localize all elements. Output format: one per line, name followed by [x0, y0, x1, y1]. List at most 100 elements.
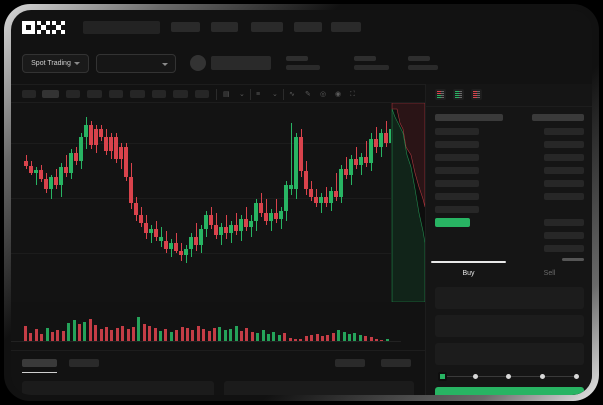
bottom-right-tab-1[interactable]: [335, 359, 365, 367]
orderbook-bids-icon[interactable]: [453, 89, 464, 100]
bottom-tab-2[interactable]: [69, 359, 99, 367]
nav-item-2[interactable]: [211, 22, 238, 32]
volume-bar: [364, 336, 368, 342]
volume-bar: [191, 330, 195, 342]
volume-bar: [202, 329, 206, 342]
tab-sell[interactable]: Sell: [543, 270, 556, 277]
fullscreen-icon[interactable]: ⛶: [350, 91, 355, 98]
orderbook-row[interactable]: [435, 128, 479, 135]
slider-handle[interactable]: [438, 372, 447, 381]
buy-sell-tabs: Buy Sell: [426, 261, 592, 287]
volume-bar: [234, 326, 238, 342]
timeframe-8[interactable]: [173, 90, 188, 98]
pair-select[interactable]: [96, 54, 176, 73]
candle-type-icon[interactable]: ▤: [223, 91, 230, 98]
volume-bar: [213, 328, 216, 342]
volume-bar: [196, 326, 200, 342]
orderbook-row[interactable]: [435, 167, 479, 174]
amount-field[interactable]: [435, 315, 584, 337]
orderbook-row[interactable]: [435, 193, 479, 200]
volume-bar: [153, 328, 157, 342]
chart-toolbar: ▤ ⌄ ≡ ⌄ ∿ ✎ ◎ ◉ ⛶: [11, 84, 425, 103]
orderbook-row[interactable]: [544, 193, 584, 200]
timeframe-4[interactable]: [87, 90, 102, 98]
nav-item-1[interactable]: [171, 22, 200, 32]
chart-gridline: [11, 253, 425, 254]
volume-bar: [126, 329, 130, 342]
orderbook-row[interactable]: [544, 154, 584, 161]
volume-bar: [304, 336, 308, 342]
depth-chart-svg: [391, 103, 425, 302]
orderbook-rows[interactable]: [426, 106, 592, 261]
amount-percent-slider[interactable]: [438, 372, 581, 381]
volume-bar: [326, 335, 330, 342]
volume-bar: [256, 333, 260, 342]
nav-item-4[interactable]: [294, 22, 322, 32]
orderbook-row[interactable]: [544, 180, 584, 187]
volume-bar: [240, 331, 243, 342]
volume-bar: [169, 332, 173, 342]
timeframe-7[interactable]: [152, 90, 166, 98]
search-input[interactable]: [83, 21, 160, 34]
okx-logo-icon[interactable]: [22, 21, 65, 34]
chart-gridline: [11, 198, 425, 199]
volume-bar: [261, 330, 265, 342]
orderbook-mode-toggles: [435, 89, 482, 100]
volume-bar: [29, 333, 33, 342]
nav-item-3[interactable]: [251, 22, 283, 32]
slider-step-75[interactable]: [540, 374, 545, 379]
timeframe-3[interactable]: [66, 90, 80, 98]
orderbook-row[interactable]: [544, 167, 584, 174]
orderbook-both-icon[interactable]: [435, 89, 446, 100]
orderbook-row[interactable]: [435, 206, 479, 213]
volume-bar: [72, 320, 76, 342]
chevron-down-icon-2[interactable]: ⌄: [272, 91, 278, 98]
orderbook-row[interactable]: [544, 245, 584, 252]
orderbook-row[interactable]: [435, 154, 479, 161]
spot-trading-dropdown[interactable]: Spot Trading: [22, 54, 89, 73]
slider-step-50[interactable]: [506, 374, 511, 379]
orders-list-left[interactable]: [22, 381, 214, 395]
okx-logo-glyph: [37, 21, 50, 34]
orderbook-row[interactable]: [544, 141, 584, 148]
line-chart-icon[interactable]: ∿: [289, 91, 295, 98]
slider-step-25[interactable]: [473, 374, 478, 379]
orderbook-row[interactable]: [435, 180, 479, 187]
alert-icon[interactable]: ◎: [320, 91, 327, 98]
volume-bar: [218, 327, 222, 342]
active-tab-underline: [431, 261, 506, 263]
slider-step-100[interactable]: [574, 374, 579, 379]
orders-list-right[interactable]: [224, 381, 414, 395]
timeframe-5[interactable]: [109, 90, 123, 98]
volume-bar: [159, 331, 162, 342]
price-field[interactable]: [435, 287, 584, 309]
timeframe-9[interactable]: [195, 90, 209, 98]
settings-icon[interactable]: ◉: [335, 91, 342, 98]
submit-buy-button[interactable]: [435, 387, 584, 395]
timeframe-6[interactable]: [130, 90, 145, 98]
orderbook-row[interactable]: [435, 141, 479, 148]
orderbook-asks-icon[interactable]: [471, 89, 482, 100]
volume-bar: [51, 332, 54, 342]
orderbook-highlight-row[interactable]: [435, 218, 470, 227]
pencil-icon[interactable]: ✎: [305, 91, 311, 98]
orderbook-row[interactable]: [544, 232, 584, 239]
bottom-tab-1[interactable]: [22, 359, 57, 367]
volume-baseline: [11, 341, 401, 342]
volume-bar: [369, 337, 373, 342]
chevron-down-icon-1[interactable]: ⌄: [239, 91, 245, 98]
orderbook-header-right: [532, 114, 584, 121]
orderbook-row[interactable]: [544, 219, 584, 226]
orderbook-row[interactable]: [544, 128, 584, 135]
timeframe-1[interactable]: [22, 90, 36, 98]
nav-item-5[interactable]: [331, 22, 361, 32]
total-field[interactable]: [435, 343, 584, 365]
candlestick-chart[interactable]: [11, 103, 425, 302]
volume-bar: [358, 335, 362, 342]
tab-buy[interactable]: Buy: [462, 270, 475, 277]
bottom-right-tab-2[interactable]: [381, 359, 411, 367]
depth-chart-overlay: [391, 103, 425, 302]
timeframe-2[interactable]: [42, 90, 59, 98]
indicator-icon[interactable]: ≡: [256, 91, 261, 98]
